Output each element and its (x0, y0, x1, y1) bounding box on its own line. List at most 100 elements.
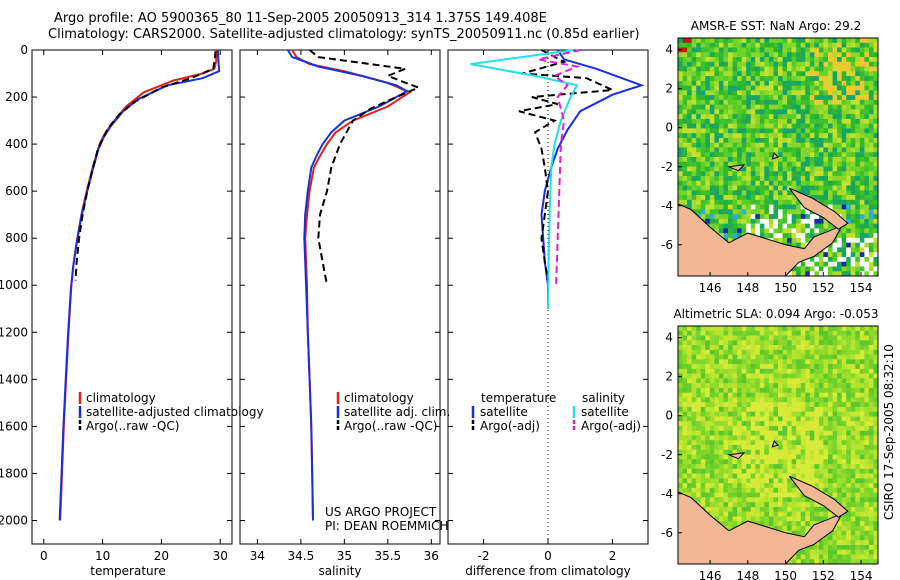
map-cell (741, 99, 747, 106)
map-cell (841, 373, 847, 379)
map-cell (859, 430, 865, 436)
map-cell (791, 392, 797, 398)
depth-tick-label: 2000 (0, 513, 28, 527)
map-cell (832, 176, 838, 182)
map-cell (778, 349, 783, 355)
map-cell (837, 549, 843, 555)
map-cell (868, 109, 874, 115)
map-cell (691, 199, 697, 205)
depth-tick-label: 800 (5, 231, 28, 245)
map-cell (805, 166, 811, 172)
map-cell (718, 359, 724, 365)
map-cell (828, 402, 833, 408)
map-cell (855, 492, 861, 498)
map-cell (796, 559, 802, 565)
map-cell (859, 142, 865, 148)
map-cell (864, 142, 870, 148)
map-cell (709, 445, 715, 451)
map-cell (741, 406, 747, 413)
map-cell (696, 38, 702, 44)
lon-tick-label: 146 (699, 281, 722, 295)
map-cell (823, 445, 829, 451)
map-cell (850, 435, 856, 441)
map-cell (828, 47, 833, 53)
map-cell (832, 90, 838, 96)
map-cell (873, 497, 879, 503)
map-cell (814, 176, 820, 182)
map-cell (755, 478, 761, 484)
map-cell (814, 516, 820, 522)
map-cell (778, 383, 783, 389)
map-cell (759, 516, 765, 522)
map-cell (682, 368, 688, 374)
map-cell (700, 340, 706, 346)
map-cell (782, 133, 788, 139)
map-cell (868, 402, 874, 408)
map-cell (682, 354, 688, 360)
map-cell (868, 176, 874, 182)
map-cell (846, 128, 852, 134)
map-cell (687, 373, 693, 379)
land-mass (677, 491, 844, 565)
map-cell (828, 185, 833, 191)
map-cell (718, 425, 724, 432)
map-cell (805, 237, 811, 244)
map-cell (750, 185, 756, 191)
map-cell (741, 364, 747, 370)
map-cell (714, 214, 720, 220)
map-cell (750, 340, 756, 346)
map-cell (855, 530, 861, 536)
map-cell (678, 123, 683, 129)
map-cell (864, 378, 870, 384)
map-cell (755, 373, 761, 379)
map-cell (773, 38, 779, 44)
map-cell (741, 340, 747, 346)
map-cell (782, 411, 788, 417)
map-cell (782, 57, 788, 63)
map-cell (850, 502, 856, 508)
map-cell (873, 271, 879, 277)
map-cell (841, 99, 847, 106)
map-cell (818, 61, 824, 67)
map-cell (859, 421, 865, 427)
map-cell (750, 133, 756, 139)
map-cell (764, 368, 770, 374)
map-cell (723, 180, 729, 186)
map-cell (855, 335, 861, 341)
map-cell (841, 214, 847, 220)
map-cell (859, 349, 865, 355)
map-cell (750, 397, 756, 403)
map-cell (859, 123, 865, 129)
map-cell (823, 349, 829, 355)
map-cell (859, 233, 865, 239)
map-cell (750, 90, 756, 96)
map-cell (809, 261, 815, 267)
map-cell (832, 406, 838, 413)
map-cell (828, 487, 833, 493)
map-cell (773, 340, 779, 346)
map-cell (828, 326, 833, 332)
map-cell (855, 242, 861, 248)
map-cell (855, 487, 861, 493)
map-cell (714, 204, 720, 210)
map-cell (832, 411, 838, 417)
map-cell (868, 459, 874, 465)
map-cell (859, 118, 865, 125)
map-cell (805, 511, 811, 517)
map-cell (750, 128, 756, 134)
map-cell (737, 464, 743, 470)
map-cell (755, 492, 761, 498)
map-cell (678, 402, 683, 408)
map-cell (796, 392, 802, 398)
map-cell (696, 430, 702, 436)
map-cell (705, 85, 711, 91)
map-cell (841, 195, 847, 201)
map-cell (855, 237, 861, 244)
map-cell (759, 397, 765, 403)
map-cell (709, 392, 715, 398)
map-cell (741, 411, 747, 417)
map-cell (796, 38, 802, 44)
map-cell (746, 57, 752, 63)
map-cell (746, 335, 752, 341)
map-cell (737, 378, 743, 384)
